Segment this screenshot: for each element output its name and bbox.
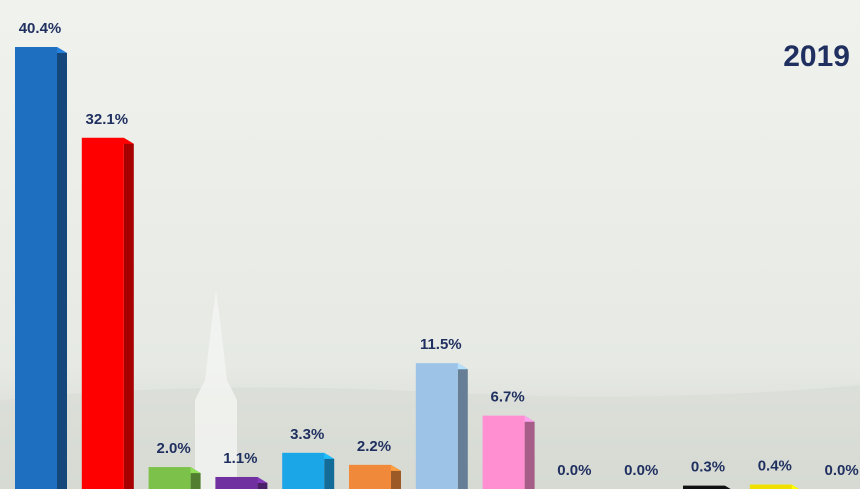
bar-side <box>525 416 535 489</box>
value-label: 0.4% <box>758 458 792 475</box>
bar <box>750 485 792 489</box>
value-label: 2.2% <box>357 438 391 455</box>
value-label: 32.1% <box>86 111 129 128</box>
bar <box>416 363 458 489</box>
bar <box>282 453 324 489</box>
value-label: 3.3% <box>290 426 324 443</box>
value-label: 1.1% <box>223 450 257 467</box>
bar-side <box>458 363 468 489</box>
bar <box>215 477 257 489</box>
bar <box>149 467 191 489</box>
value-label: 0.0% <box>557 462 591 479</box>
value-label: 0.0% <box>824 462 858 479</box>
bar <box>15 47 57 489</box>
chart: 2019 40.4% 32.1% 2.0% 1.1% 3.3% 2.2% 11.5% 6.7%… <box>0 0 860 489</box>
value-label: 6.7% <box>490 389 524 406</box>
bar <box>349 465 391 489</box>
bar <box>82 138 124 489</box>
chart-title: 2019 <box>783 40 850 73</box>
value-label: 11.5% <box>420 336 462 353</box>
bar-side <box>57 47 67 489</box>
value-label: 2.0% <box>156 440 190 457</box>
value-label: 40.4% <box>19 20 62 37</box>
bar-side <box>124 138 134 489</box>
value-label: 0.0% <box>624 462 658 479</box>
value-label: 0.3% <box>691 459 725 476</box>
bar <box>483 416 525 489</box>
